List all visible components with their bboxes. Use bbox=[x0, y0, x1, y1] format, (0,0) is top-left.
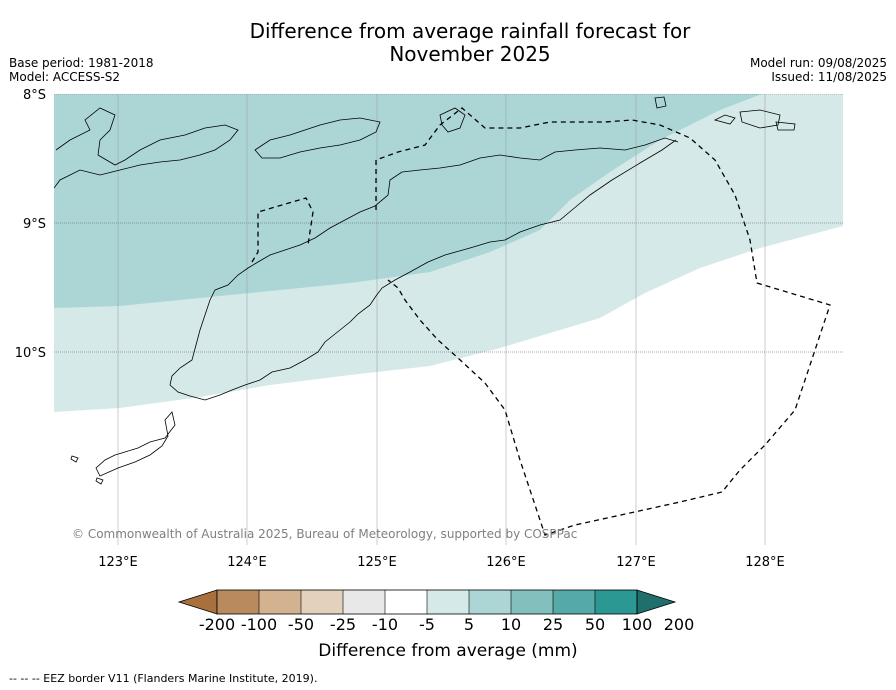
colorbar-tick-label: -50 bbox=[287, 615, 315, 634]
lon-labels: 123°E 124°E 125°E 126°E 127°E 128°E bbox=[98, 555, 785, 570]
colorbar-segment bbox=[343, 590, 385, 614]
lon-label: 126°E bbox=[486, 555, 526, 570]
colorbar-tick-label: 5 bbox=[463, 615, 475, 634]
colorbar-segment bbox=[469, 590, 511, 614]
colorbar-tick-label: 200 bbox=[663, 615, 695, 634]
colorbar-tick-label: -5 bbox=[419, 615, 435, 634]
colorbar-arrow-high bbox=[636, 589, 677, 615]
lon-label: 127°E bbox=[616, 555, 656, 570]
colorbar-tick-label: -25 bbox=[329, 615, 357, 634]
lon-label: 125°E bbox=[357, 555, 397, 570]
colorbar-tick-label: 10 bbox=[500, 615, 522, 634]
colorbar-tick-label: -10 bbox=[371, 615, 399, 634]
eez-border bbox=[251, 107, 831, 536]
colorbar-segment bbox=[553, 590, 595, 614]
map-title: Difference from average rainfall forecas… bbox=[200, 20, 740, 66]
northern-islands-coastline bbox=[54, 107, 239, 189]
title-line-2: November 2025 bbox=[389, 42, 551, 66]
lat-labels: 8°S 9°S 10°S bbox=[15, 88, 46, 361]
colorbar-segment bbox=[427, 590, 469, 614]
anomaly-band-10-25 bbox=[54, 94, 762, 308]
lon-label: 128°E bbox=[745, 555, 785, 570]
colorbar-tick-label: 100 bbox=[621, 615, 653, 634]
issued-date: Issued: 11/08/2025 bbox=[771, 70, 887, 84]
colorbar-segment bbox=[511, 590, 553, 614]
rote-coastline bbox=[70, 411, 176, 485]
colorbar-segment bbox=[301, 590, 343, 614]
colorbar bbox=[177, 589, 677, 615]
model-run: Model run: 09/08/2025 bbox=[749, 56, 887, 70]
title-line-1: Difference from average rainfall forecas… bbox=[249, 19, 691, 43]
lat-label: 10°S bbox=[15, 346, 46, 361]
colorbar-segment bbox=[217, 590, 259, 614]
timor-coastline bbox=[169, 137, 679, 401]
base-period: Base period: 1981-2018 bbox=[9, 56, 154, 70]
graticule bbox=[54, 94, 843, 545]
colorbar-arrow-low bbox=[177, 589, 218, 615]
map-panel bbox=[54, 94, 843, 545]
lon-label: 124°E bbox=[227, 555, 267, 570]
colorbar-tick-label: -100 bbox=[240, 615, 278, 634]
colorbar-segment bbox=[385, 590, 427, 614]
meta-right: Model run: 09/08/2025 Issued: 11/08/2025 bbox=[750, 56, 887, 84]
lat-label: 8°S bbox=[23, 88, 46, 103]
lon-label: 123°E bbox=[98, 555, 138, 570]
colorbar-segment bbox=[595, 590, 637, 614]
alor-coastline bbox=[254, 117, 381, 159]
eez-legend-note: -- -- -- EEZ border V11 (Flanders Marine… bbox=[9, 672, 318, 685]
colorbar-title: Difference from average (mm) bbox=[318, 641, 578, 661]
colorbar-tick-label: 25 bbox=[542, 615, 564, 634]
east-islands-coastline bbox=[654, 96, 796, 131]
lat-label: 9°S bbox=[23, 217, 46, 232]
meta-left: Base period: 1981-2018 Model: ACCESS-S2 bbox=[9, 56, 154, 84]
colorbar-tick-label: 50 bbox=[584, 615, 606, 634]
colorbar-segment bbox=[259, 590, 301, 614]
colorbar-tick-label: -200 bbox=[198, 615, 236, 634]
model-name: Model: ACCESS-S2 bbox=[9, 70, 121, 84]
copyright-notice: © Commonwealth of Australia 2025, Bureau… bbox=[72, 527, 577, 541]
wetar-coastline bbox=[439, 107, 466, 133]
coastlines bbox=[54, 96, 796, 485]
